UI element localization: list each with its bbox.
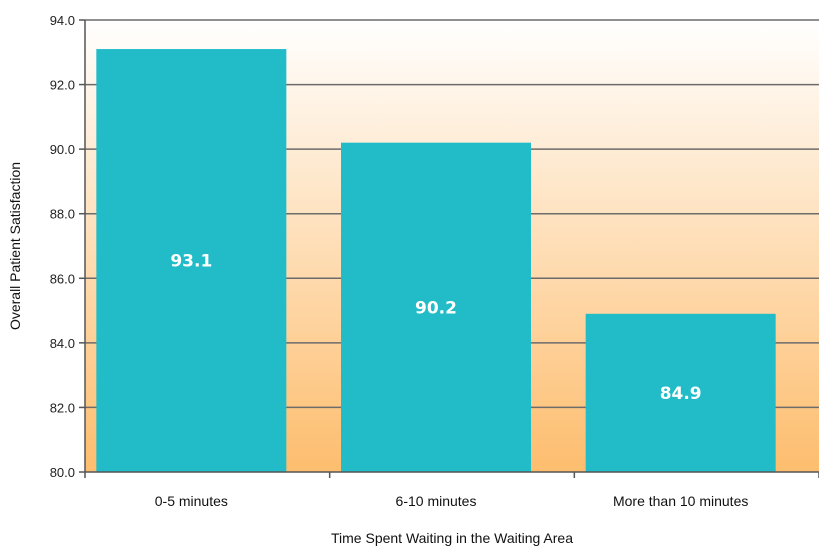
data-label: 93.1 [170, 252, 212, 272]
y-tick-label: 94.0 [50, 13, 75, 28]
bar [585, 313, 776, 472]
x-tick-label: 0-5 minutes [155, 493, 228, 509]
x-tick-label: 6-10 minutes [396, 493, 477, 509]
y-tick-label: 82.0 [50, 400, 75, 415]
bar [96, 49, 287, 473]
y-tick-label: 84.0 [50, 336, 75, 351]
y-tick-label: 80.0 [50, 465, 75, 480]
bars [96, 49, 776, 473]
data-label: 84.9 [660, 384, 702, 404]
x-tick-label: More than 10 minutes [613, 493, 748, 509]
labels: 80.0 82.0 84.0 86.0 88.0 90.0 92.0 94.0 93.1 0-5 … [50, 13, 749, 509]
x-axis-title: Time Spent Waiting in the Waiting Area [331, 530, 573, 546]
data-label: 90.2 [415, 298, 457, 318]
bar [341, 142, 531, 472]
y-tick-label: 86.0 [50, 271, 75, 286]
y-tick-label: 90.0 [50, 142, 75, 157]
y-axis-title: Overall Patient Satisfaction [7, 162, 23, 330]
y-tick-label: 92.0 [50, 78, 75, 93]
axes [79, 19, 819, 478]
y-tick-label: 88.0 [50, 207, 75, 222]
